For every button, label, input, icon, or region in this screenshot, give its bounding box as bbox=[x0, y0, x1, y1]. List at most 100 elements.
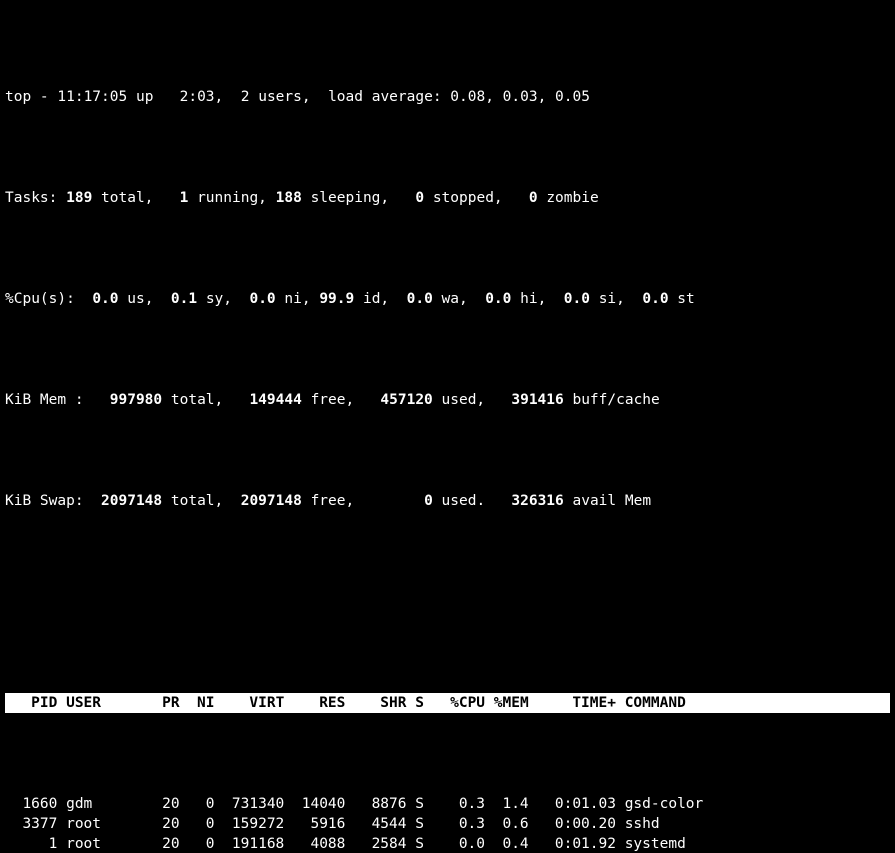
cell-mem: 0.4 bbox=[485, 834, 529, 853]
cell-time: 0:00.20 bbox=[529, 814, 616, 834]
value-cpu-si: 0.0 bbox=[564, 291, 599, 307]
summary-mem-line: KiB Mem : 997980 total, 149444 free, 457… bbox=[5, 390, 890, 410]
cell-virt: 191168 bbox=[214, 834, 284, 853]
value-tasks-total: 189 bbox=[66, 190, 101, 206]
value-cpu-st: 0.0 bbox=[642, 291, 677, 307]
label-loadavg: load average: bbox=[328, 89, 450, 105]
value-cpu-hi: 0.0 bbox=[485, 291, 520, 307]
label-used: used. bbox=[442, 493, 512, 509]
cell-command: systemd bbox=[625, 834, 782, 853]
cell-cpu: 0.3 bbox=[433, 814, 485, 834]
cell-user: root bbox=[66, 814, 145, 834]
sep: , bbox=[302, 89, 328, 105]
cell-res: 4088 bbox=[284, 834, 345, 853]
label-free: free, bbox=[311, 493, 425, 509]
cell-user: root bbox=[66, 834, 145, 853]
col-header-pid[interactable]: PID bbox=[5, 693, 57, 713]
value-swap-used: 0 bbox=[424, 493, 441, 509]
process-row[interactable]: 1 root20019116840882584 S0.00.40:01.92 s… bbox=[5, 834, 890, 853]
label-us: us, bbox=[127, 291, 171, 307]
label-avail-mem: avail Mem bbox=[572, 493, 659, 509]
process-row[interactable]: 3377 root20015927259164544 S0.30.60:00.2… bbox=[5, 814, 890, 834]
cell-ni: 0 bbox=[180, 794, 215, 814]
label-free: free, bbox=[311, 392, 381, 408]
label-swap: KiB Swap: bbox=[5, 493, 101, 509]
process-row[interactable]: 1660 gdm200731340140408876 S0.31.40:01.0… bbox=[5, 794, 890, 814]
cell-shr: 4544 bbox=[345, 814, 406, 834]
label-used: used, bbox=[442, 392, 512, 408]
col-header-mem[interactable]: %MEM bbox=[485, 693, 529, 713]
cell-virt: 159272 bbox=[214, 814, 284, 834]
label-zombie: zombie bbox=[546, 190, 598, 206]
cell-pid: 1660 bbox=[5, 794, 57, 814]
process-table-body: 1660 gdm200731340140408876 S0.31.40:01.0… bbox=[5, 794, 890, 853]
col-header-time[interactable]: TIME+ bbox=[529, 693, 616, 713]
col-header-res[interactable]: RES bbox=[284, 693, 345, 713]
value-tasks-sleeping: 188 bbox=[276, 190, 311, 206]
col-header-pr[interactable]: PR bbox=[145, 693, 180, 713]
label-running: running, bbox=[197, 190, 276, 206]
value-users: 2 users bbox=[241, 89, 302, 105]
cell-pid: 3377 bbox=[5, 814, 57, 834]
label-stopped: stopped, bbox=[433, 190, 529, 206]
cell-user: gdm bbox=[66, 794, 145, 814]
summary-uptime-line: top - 11:17:05 up 2:03, 2 users, load av… bbox=[5, 87, 890, 107]
value-time: 11:17:05 bbox=[57, 89, 127, 105]
label-si: si, bbox=[599, 291, 643, 307]
label-top: top - bbox=[5, 89, 57, 105]
value-cpu-wa: 0.0 bbox=[407, 291, 442, 307]
cell-shr: 2584 bbox=[345, 834, 406, 853]
cell-res: 14040 bbox=[284, 794, 345, 814]
cell-res: 5916 bbox=[284, 814, 345, 834]
label-mem: KiB Mem : bbox=[5, 392, 110, 408]
label-wa: wa, bbox=[442, 291, 486, 307]
value-tasks-running: 1 bbox=[180, 190, 197, 206]
value-swap-avail: 326316 bbox=[511, 493, 572, 509]
col-header-ni[interactable]: NI bbox=[180, 693, 215, 713]
label-total: total, bbox=[171, 493, 241, 509]
cell-pr: 20 bbox=[145, 814, 180, 834]
process-table-header[interactable]: PID USERPRNIVIRTRESSHR S%CPU%MEMTIME+ CO… bbox=[5, 693, 890, 713]
col-header-user[interactable]: USER bbox=[66, 693, 145, 713]
label-buffcache: buff/cache bbox=[572, 392, 659, 408]
value-tasks-stopped: 0 bbox=[415, 190, 432, 206]
value-cpu-us: 0.0 bbox=[92, 291, 127, 307]
cell-ni: 0 bbox=[180, 834, 215, 853]
col-header-s[interactable]: S bbox=[415, 693, 432, 713]
label-total: total, bbox=[101, 190, 180, 206]
terminal[interactable]: top - 11:17:05 up 2:03, 2 users, load av… bbox=[0, 0, 895, 853]
value-swap-total: 2097148 bbox=[101, 493, 171, 509]
cell-virt: 731340 bbox=[214, 794, 284, 814]
summary-cpu-line: %Cpu(s): 0.0 us, 0.1 sy, 0.0 ni, 99.9 id… bbox=[5, 289, 890, 309]
cell-state: S bbox=[415, 794, 432, 814]
value-tasks-zombie: 0 bbox=[529, 190, 546, 206]
col-header-cpu[interactable]: %CPU bbox=[433, 693, 485, 713]
value-mem-used: 457120 bbox=[380, 392, 441, 408]
cell-pr: 20 bbox=[145, 834, 180, 853]
cell-time: 0:01.03 bbox=[529, 794, 616, 814]
cell-cpu: 0.0 bbox=[433, 834, 485, 853]
cell-ni: 0 bbox=[180, 814, 215, 834]
value-mem-buff: 391416 bbox=[511, 392, 572, 408]
value-loadavg: 0.08, 0.03, 0.05 bbox=[450, 89, 590, 105]
label-ni: ni, bbox=[284, 291, 319, 307]
cell-state: S bbox=[415, 834, 432, 853]
cell-pid: 1 bbox=[5, 834, 57, 853]
label-sy: sy, bbox=[206, 291, 250, 307]
label-total: total, bbox=[171, 392, 250, 408]
col-header-command[interactable]: COMMAND bbox=[625, 693, 782, 713]
value-mem-free: 149444 bbox=[249, 392, 310, 408]
cell-shr: 8876 bbox=[345, 794, 406, 814]
cell-pr: 20 bbox=[145, 794, 180, 814]
label-tasks: Tasks: bbox=[5, 190, 66, 206]
col-header-shr[interactable]: SHR bbox=[345, 693, 406, 713]
value-uptime: 2:03 bbox=[162, 89, 214, 105]
cell-command: sshd bbox=[625, 814, 782, 834]
label-sleeping: sleeping, bbox=[311, 190, 416, 206]
value-cpu-id: 99.9 bbox=[319, 291, 363, 307]
value-cpu-ni: 0.0 bbox=[249, 291, 284, 307]
value-cpu-sy: 0.1 bbox=[171, 291, 206, 307]
col-header-virt[interactable]: VIRT bbox=[214, 693, 284, 713]
cell-time: 0:01.92 bbox=[529, 834, 616, 853]
label-cpu: %Cpu(s): bbox=[5, 291, 92, 307]
